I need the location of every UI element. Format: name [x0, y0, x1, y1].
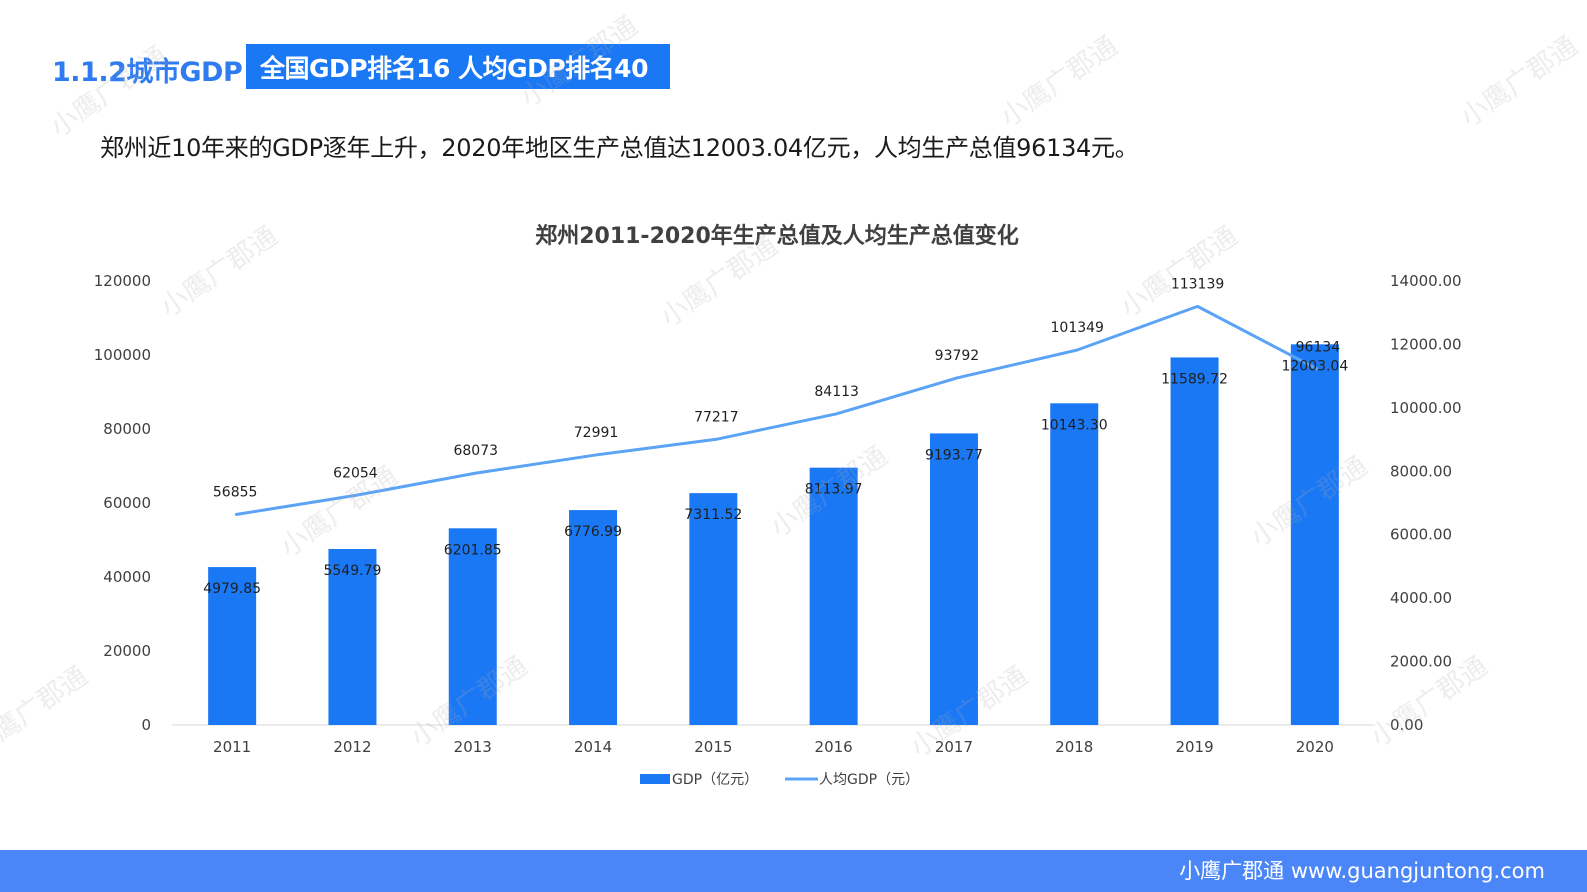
left-tick-label: 20000: [103, 642, 151, 660]
per-capita-label: 77217: [694, 409, 739, 425]
legend: GDP（亿元） 人均GDP（元）: [640, 772, 919, 788]
line-labels: 56855 62054 68073 72991 77217 84113 93792 10134…: [213, 276, 1340, 500]
gdp-bar: [689, 493, 738, 725]
per-capita-label: 96134: [1296, 339, 1341, 355]
per-capita-label: 113139: [1171, 276, 1224, 292]
x-tick-label: 2011: [213, 738, 251, 756]
chart: 郑州2011-2020年生产总值及人均生产总值变化 0 20000 40000 600…: [94, 223, 1462, 788]
right-tick-label: 0.00: [1390, 716, 1423, 734]
gdp-bar-label: 5549.79: [323, 563, 381, 579]
bar-labels: 4979.85 5549.79 6201.85 6776.99 7311.52 8113.…: [203, 358, 1348, 597]
ranking-badge: 全国GDP排名16 人均GDP排名40: [246, 44, 670, 89]
x-tick-label: 2014: [574, 738, 612, 756]
right-tick-label: 12000.00: [1390, 335, 1462, 353]
per-capita-label: 93792: [935, 348, 980, 364]
gdp-bar: [929, 433, 978, 725]
right-tick-label: 8000.00: [1390, 462, 1452, 480]
summary-text: 郑州近10年来的GDP逐年上升，2020年地区生产总值达12003.04亿元，人…: [100, 134, 1139, 162]
per-capita-label: 72991: [574, 425, 619, 441]
x-tick-label: 2013: [454, 738, 492, 756]
legend-label-gdp: GDP（亿元）: [672, 772, 758, 788]
gdp-bar-label: 12003.04: [1281, 358, 1348, 374]
per-capita-label: 101349: [1051, 320, 1104, 336]
gdp-bar-label: 11589.72: [1161, 371, 1228, 387]
x-tick-label: 2017: [935, 738, 973, 756]
gdp-bar: [448, 528, 497, 725]
x-tick-label: 2015: [694, 738, 732, 756]
right-tick-label: 2000.00: [1390, 653, 1452, 671]
chart-title: 郑州2011-2020年生产总值及人均生产总值变化: [535, 223, 1019, 249]
gdp-bar: [809, 467, 858, 725]
left-tick-label: 120000: [94, 272, 151, 290]
gdp-bar: [208, 567, 257, 725]
ranking-badge-text: 全国GDP排名16 人均GDP排名40: [260, 53, 648, 83]
x-tick-label: 2019: [1175, 738, 1213, 756]
gdp-bar-label: 9193.77: [925, 447, 983, 463]
gdp-bar: [1290, 344, 1339, 725]
gdp-bar-label: 4979.85: [203, 581, 261, 597]
legend-swatch-gdp: [640, 774, 670, 784]
gdp-bar-label: 6201.85: [444, 542, 502, 558]
x-tick-label: 2012: [333, 738, 371, 756]
gdp-bar-label: 10143.30: [1041, 417, 1108, 433]
right-axis: 0.00 2000.00 4000.00 6000.00 8000.00 10000.00…: [1390, 272, 1462, 734]
footer-text: 小鹰广郡通 www.guangjuntong.com: [1179, 859, 1545, 883]
per-capita-label: 56855: [213, 485, 258, 501]
left-axis: 0 20000 40000 60000 80000 100000 120000: [94, 272, 151, 734]
bar-series: [208, 344, 1339, 725]
per-capita-label: 84113: [814, 384, 859, 400]
right-tick-label: 10000.00: [1390, 399, 1462, 417]
legend-label-per-capita: 人均GDP（元）: [819, 772, 919, 788]
right-tick-label: 4000.00: [1390, 589, 1452, 607]
per-capita-label: 62054: [333, 465, 378, 481]
x-tick-label: 2018: [1055, 738, 1093, 756]
gdp-bar-label: 6776.99: [564, 524, 622, 540]
gdp-bar: [1170, 357, 1219, 725]
gdp-bar: [569, 510, 618, 725]
per-capita-line: [234, 304, 1319, 517]
x-axis: 2011 2012 2013 2014 2015 2016 2017 2018 2019 2020: [213, 738, 1334, 756]
footer-bar: [0, 850, 1587, 892]
left-tick-label: 40000: [103, 568, 151, 586]
left-tick-label: 100000: [94, 346, 151, 364]
gdp-bar-label: 8113.97: [805, 482, 863, 498]
gdp-bar: [1050, 403, 1099, 725]
right-tick-label: 14000.00: [1390, 272, 1462, 290]
x-tick-label: 2020: [1296, 738, 1334, 756]
left-tick-label: 0: [141, 716, 151, 734]
section-label: 1.1.2城市GDP: [52, 57, 243, 88]
x-tick-label: 2016: [815, 738, 853, 756]
line-series: [234, 304, 1319, 517]
gdp-bar-label: 7311.52: [684, 507, 742, 523]
gdp-bar: [328, 548, 377, 725]
left-tick-label: 60000: [103, 494, 151, 512]
left-tick-label: 80000: [103, 420, 151, 438]
per-capita-label: 68073: [453, 443, 498, 459]
right-tick-label: 6000.00: [1390, 526, 1452, 544]
